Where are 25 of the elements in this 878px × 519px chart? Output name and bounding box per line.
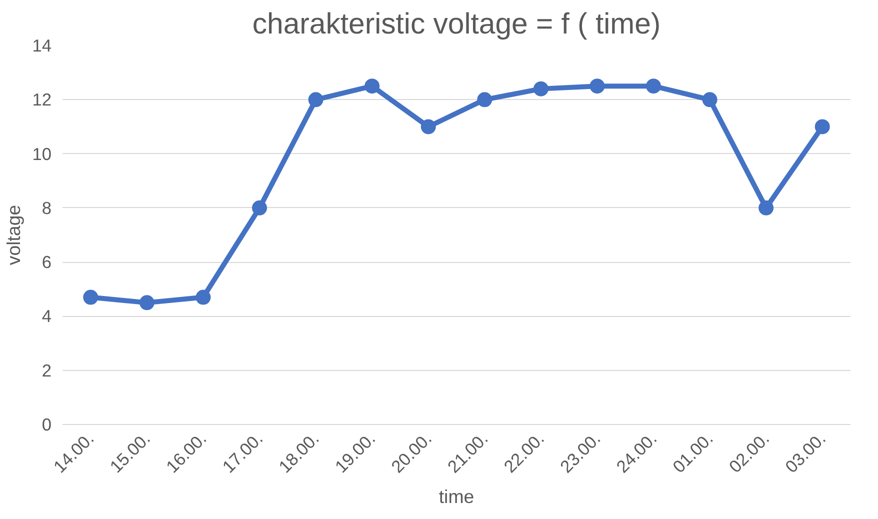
point xyxy=(420,119,436,134)
point xyxy=(308,92,324,108)
y-tick-label: 10 xyxy=(32,144,52,164)
point xyxy=(590,78,605,94)
point xyxy=(139,295,154,310)
point xyxy=(702,92,718,108)
y-tick-label: 4 xyxy=(42,306,52,326)
point xyxy=(758,200,774,216)
y-tick-label: 6 xyxy=(42,252,52,272)
y-tick-label: 12 xyxy=(32,90,52,110)
y-axis-title: voltage xyxy=(3,204,24,266)
point xyxy=(252,200,267,216)
x-axis-title: time xyxy=(438,486,474,508)
point xyxy=(364,78,380,94)
y-tick-label: 0 xyxy=(42,414,52,434)
point xyxy=(646,78,661,94)
point xyxy=(814,119,830,134)
y-tick-label: 8 xyxy=(42,198,52,218)
point xyxy=(477,92,492,108)
y-tick-label: 14 xyxy=(32,36,52,56)
point xyxy=(533,81,548,96)
chart-title: charakteristic voltage = f ( time) xyxy=(252,8,661,40)
y-tick-label: 2 xyxy=(42,360,52,380)
point xyxy=(196,290,211,305)
point xyxy=(83,290,98,305)
